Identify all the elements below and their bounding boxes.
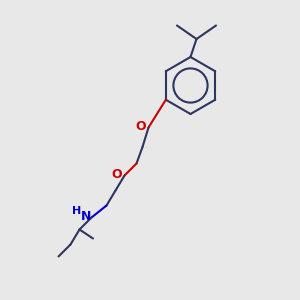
Text: H: H <box>73 206 82 217</box>
Text: O: O <box>136 119 146 133</box>
Text: O: O <box>112 167 122 181</box>
Text: N: N <box>81 210 91 224</box>
